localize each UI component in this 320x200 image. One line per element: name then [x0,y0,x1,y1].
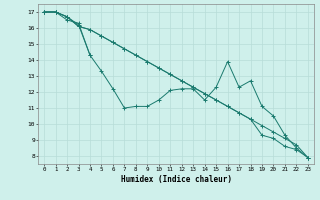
X-axis label: Humidex (Indice chaleur): Humidex (Indice chaleur) [121,175,231,184]
